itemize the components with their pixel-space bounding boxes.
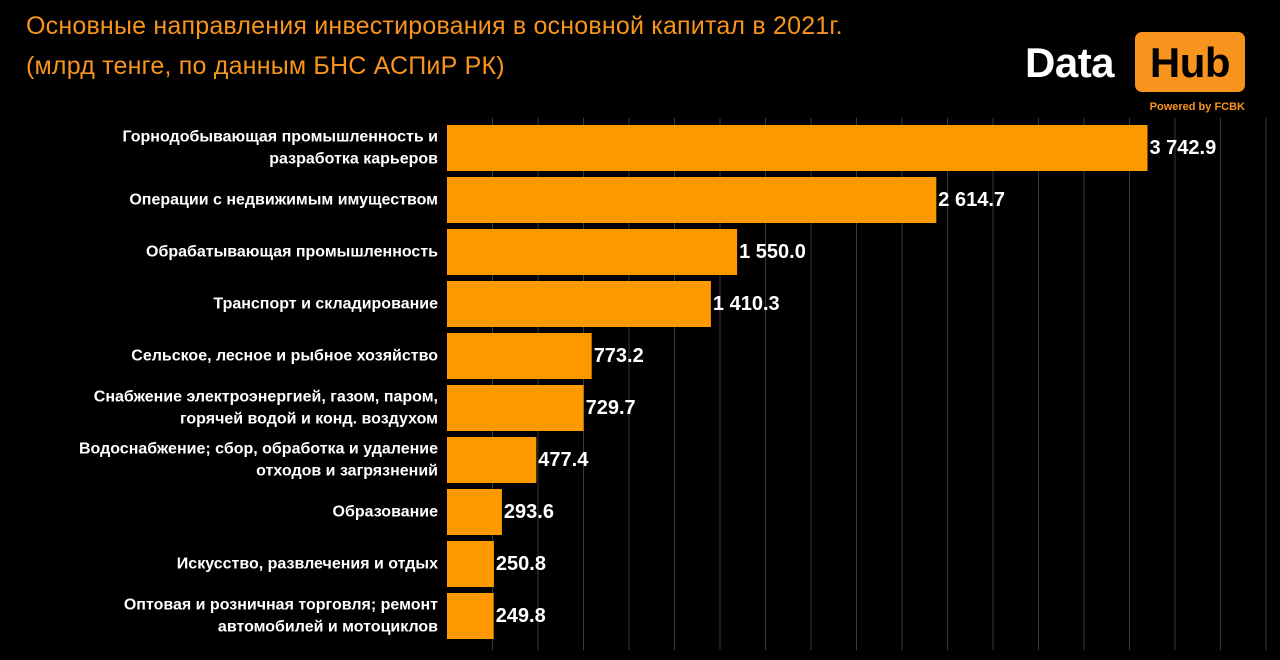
value-label-5: 729.7 [586, 397, 636, 419]
bar-2 [447, 229, 738, 275]
chart-title: Основные направления инвестирования в ос… [26, 12, 843, 80]
category-label-5: Снабжение электроэнергией, газом, паром,… [94, 389, 438, 428]
value-label-8: 250.8 [496, 553, 546, 575]
logo-word-hub: Hub [1149, 39, 1231, 86]
bar-7 [447, 489, 502, 535]
category-label-0: Горнодобывающая промышленность и разработ… [122, 129, 438, 168]
value-label-1: 2 614.7 [938, 189, 1005, 211]
category-labels: Горнодобывающая промышленность и разработ… [79, 129, 438, 636]
bar-6 [447, 437, 537, 483]
category-label-2: Обрабатывающая промышленность [146, 244, 438, 261]
bar-8 [447, 541, 494, 587]
value-label-0: 3 742.9 [1150, 137, 1217, 159]
bar-4 [447, 333, 592, 379]
category-label-1: Операции с недвижимым имуществом [129, 192, 438, 209]
category-label-7: Образование [333, 504, 439, 521]
value-label-2: 1 550.0 [739, 241, 806, 263]
category-label-6: Водоснабжение; сбор, обработка и удалени… [79, 441, 438, 480]
logo-hub-box: Hub [1135, 32, 1245, 92]
bar-0 [447, 125, 1148, 171]
category-label-8: Искусство, развлечения и отдых [177, 556, 438, 573]
bar-5 [447, 385, 584, 431]
value-labels: 3 742.9 2 614.7 1 550.0 1 410.3 773.2 729.7 47… [496, 137, 1217, 627]
logo-tagline: Powered by FCBK [1149, 101, 1245, 113]
bars [447, 125, 1148, 639]
bar-3 [447, 281, 711, 327]
value-label-3: 1 410.3 [713, 293, 780, 315]
value-label-9: 249.8 [496, 605, 546, 627]
value-label-6: 477.4 [538, 449, 589, 471]
category-label-9: Оптовая и розничная торговля; ремонт авто… [124, 597, 438, 636]
category-label-3: Транспорт и складирование [213, 296, 438, 313]
logo-word-data: Data [1025, 39, 1115, 86]
value-label-4: 773.2 [594, 345, 644, 367]
bar-1 [447, 177, 937, 223]
datahub-logo: Data Hub Powered by FCBK [1022, 28, 1250, 118]
bar-9 [447, 593, 494, 639]
category-label-4: Сельское, лесное и рыбное хозяйство [131, 348, 438, 365]
value-label-7: 293.6 [504, 501, 554, 523]
